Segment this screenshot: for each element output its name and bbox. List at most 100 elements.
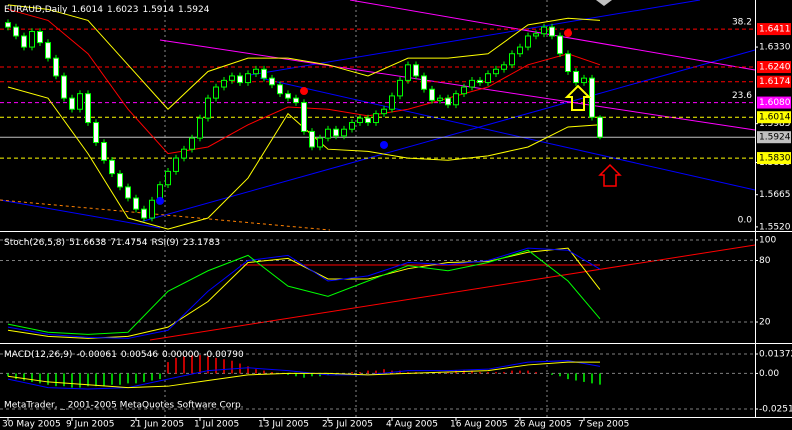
stoch-header: Stoch(26,5,8) 51.6638 71.4754 RSI(9) 23.1783 [4, 238, 220, 248]
candle-body [461, 86, 467, 95]
candle-body [565, 53, 571, 72]
candle-body [237, 75, 243, 84]
candle-body [117, 173, 123, 188]
high-readout: 1.6023 [107, 5, 139, 15]
indicator-title: Stoch(26,5,8) [4, 238, 65, 248]
x-tick-label: 25 Jul 2005 [322, 420, 373, 430]
candle-body [477, 79, 483, 84]
candle-body [5, 22, 11, 28]
candle-body [405, 64, 411, 81]
y-tick-label: 1.6330 [759, 43, 791, 53]
candle-body [205, 97, 211, 119]
candle-body [541, 26, 547, 35]
candle-body [421, 75, 427, 90]
candle-body [469, 79, 475, 88]
candle-body [285, 93, 291, 99]
watermark: MetaTrader, _ 2001-2005 MetaQuotes Softw… [4, 401, 244, 411]
readout: -0.00061 [76, 350, 116, 360]
indicator-line [7, 360, 601, 390]
y-tick-label: 1.5520 [759, 222, 791, 232]
candle-body [301, 102, 307, 132]
candle-body [389, 95, 395, 110]
readout: -0.00790 [203, 350, 244, 360]
candle-body [517, 46, 523, 55]
level-box [757, 96, 791, 109]
level-box [757, 152, 791, 165]
indicator-title: MACD(12,26,9) [4, 350, 72, 360]
trendline [139, 49, 756, 223]
candle-body [357, 117, 363, 124]
candle-body [165, 170, 171, 186]
fibo-label: 23.6 [732, 91, 752, 101]
candle-body [37, 31, 43, 44]
indicator-line [7, 8, 601, 155]
x-tick-label: 1 Jul 2005 [194, 420, 239, 430]
candle-body [493, 68, 499, 75]
candle-body [229, 75, 235, 81]
candle-body [269, 77, 275, 86]
candle-body [573, 70, 579, 84]
arrow [598, 163, 622, 187]
candle-body [309, 130, 315, 148]
candle-body [189, 137, 195, 150]
low-readout: 1.5914 [142, 5, 174, 15]
candle-body [101, 142, 107, 161]
candle-body [93, 122, 99, 144]
level-box [757, 23, 791, 36]
candle-body [213, 86, 219, 99]
readout: 51.6638 [69, 238, 106, 248]
level-box [757, 111, 791, 124]
candle-body [325, 128, 331, 139]
trendline [259, 77, 756, 191]
indicator-line [7, 249, 601, 335]
candle-body [221, 79, 227, 88]
candle-body [181, 148, 187, 159]
price-header: EURAUD,Daily 1.6014 1.6023 1.5914 1.5924 [4, 5, 210, 15]
candle-body [501, 64, 507, 70]
candle-body [445, 97, 451, 106]
candle-body [261, 68, 267, 79]
readout: 71.4754 [110, 238, 147, 248]
candle-body [133, 197, 139, 210]
readout: 0.00546 [121, 350, 158, 360]
candle-body [533, 33, 539, 37]
candle-body [69, 97, 75, 110]
symbol: EURAUD,Daily [4, 5, 68, 15]
x-tick-label: 30 May 2005 [2, 420, 61, 430]
fractal-dot [156, 196, 164, 205]
candle-body [245, 73, 251, 84]
level-label: 1.6014 [759, 113, 791, 123]
candle-body [341, 128, 347, 137]
shift-marker [596, 0, 612, 6]
x-tick-label: 13 Jul 2005 [258, 420, 309, 430]
candle-body [333, 128, 339, 137]
candle-body [173, 157, 179, 172]
candle-body [597, 116, 603, 138]
candle-body [77, 93, 83, 110]
x-tick-label: 9 Jun 2005 [66, 420, 114, 430]
y-tick-label: 0.00 [759, 369, 779, 379]
candle-body [197, 117, 203, 139]
candle-body [525, 35, 531, 48]
candle-body [45, 42, 51, 59]
candle-body [549, 26, 555, 37]
candle-body [29, 31, 35, 48]
candle-body [349, 122, 355, 130]
macd-header: MACD(12,26,9) -0.00061 0.00546 0.00000 -0.00… [4, 350, 244, 360]
trendline [0, 199, 331, 231]
fibo-label: 0.0 [738, 215, 753, 225]
candle-body [557, 35, 563, 55]
fractal-dot [300, 87, 308, 96]
indicator-line [7, 361, 600, 389]
level-box [757, 75, 791, 88]
level-label: 1.5830 [759, 154, 791, 164]
x-tick-label: 21 Jun 2005 [130, 420, 184, 430]
trendline [159, 39, 756, 131]
level-label: 1.6240 [759, 63, 791, 73]
x-tick-label: 7 Sep 2005 [578, 420, 629, 430]
y-tick-label: 1.5665 [759, 190, 791, 200]
candle-body [365, 117, 371, 124]
indicator-line [7, 247, 601, 339]
candle-body [317, 137, 323, 148]
